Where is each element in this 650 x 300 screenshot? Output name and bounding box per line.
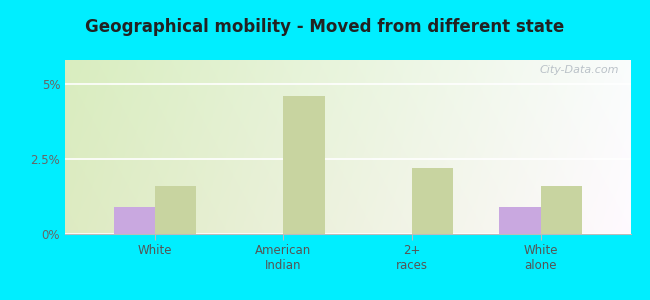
Bar	[283, 96, 324, 234]
Text: City-Data.com: City-Data.com	[540, 65, 619, 75]
Bar	[412, 168, 453, 234]
Bar	[541, 186, 582, 234]
Bar	[499, 207, 541, 234]
Bar	[155, 186, 196, 234]
Bar	[114, 207, 155, 234]
Text: Geographical mobility - Moved from different state: Geographical mobility - Moved from diffe…	[85, 18, 565, 36]
